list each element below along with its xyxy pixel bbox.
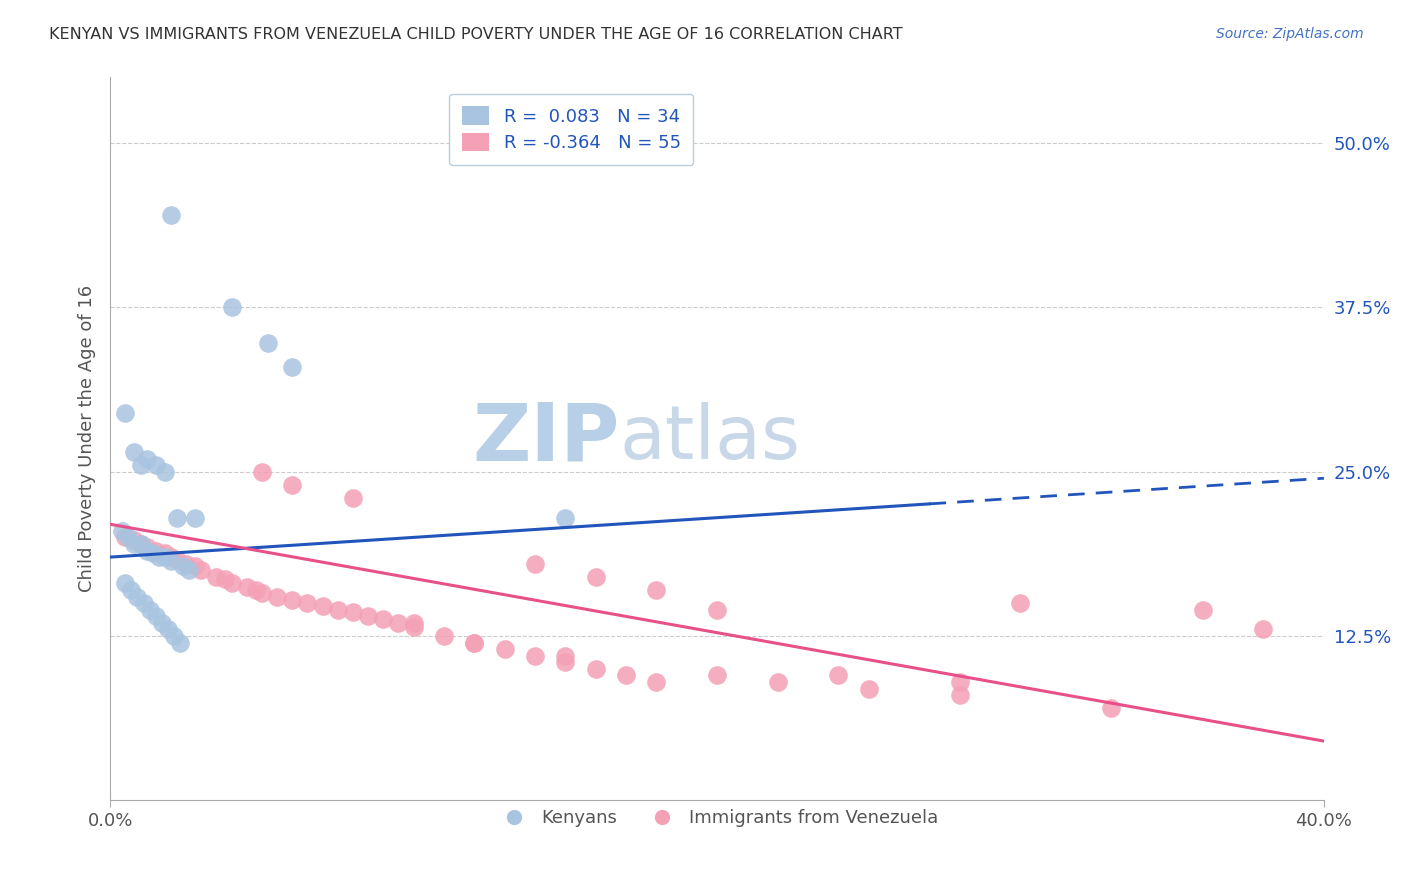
Point: [281, 478, 304, 492]
Point: [311, 599, 333, 613]
Point: [129, 537, 152, 551]
Point: [114, 576, 136, 591]
Point: [373, 612, 395, 626]
Point: [177, 563, 200, 577]
Point: [129, 458, 152, 472]
Point: [297, 596, 319, 610]
Point: [585, 662, 607, 676]
Point: [387, 615, 409, 630]
Point: [166, 510, 188, 524]
Point: [250, 585, 273, 599]
Point: [129, 537, 152, 551]
Point: [523, 557, 546, 571]
Point: [190, 563, 212, 577]
Point: [706, 602, 728, 616]
Point: [342, 605, 364, 619]
Point: [554, 648, 576, 663]
Point: [142, 546, 165, 560]
Point: [153, 546, 176, 560]
Point: [614, 668, 637, 682]
Point: [858, 681, 880, 696]
Point: [160, 550, 183, 565]
Point: [150, 615, 173, 630]
Point: [235, 580, 257, 594]
Point: [494, 642, 516, 657]
Point: [145, 543, 167, 558]
Point: [257, 335, 280, 350]
Point: [145, 609, 167, 624]
Point: [184, 510, 207, 524]
Point: [169, 635, 191, 649]
Point: [120, 582, 142, 597]
Point: [132, 596, 155, 610]
Point: [402, 620, 425, 634]
Point: [706, 668, 728, 682]
Point: [148, 550, 170, 565]
Point: [111, 524, 134, 538]
Point: [250, 465, 273, 479]
Point: [156, 623, 179, 637]
Point: [127, 590, 149, 604]
Point: [153, 550, 176, 565]
Point: [1251, 623, 1274, 637]
Point: [114, 530, 136, 544]
Point: [135, 543, 157, 558]
Point: [160, 554, 183, 568]
Point: [281, 359, 304, 374]
Point: [205, 570, 228, 584]
Point: [221, 576, 243, 591]
Text: ZIP: ZIP: [472, 400, 620, 478]
Point: [135, 540, 157, 554]
Point: [1191, 602, 1213, 616]
Point: [245, 582, 267, 597]
Point: [163, 629, 186, 643]
Point: [645, 675, 668, 690]
Point: [124, 537, 146, 551]
Point: [135, 451, 157, 466]
Point: [827, 668, 849, 682]
Point: [124, 445, 146, 459]
Point: [463, 635, 485, 649]
Point: [645, 582, 668, 597]
Point: [124, 533, 146, 547]
Point: [949, 688, 972, 702]
Legend: Kenyans, Immigrants from Venezuela: Kenyans, Immigrants from Venezuela: [488, 802, 945, 835]
Point: [117, 530, 139, 544]
Point: [114, 405, 136, 419]
Point: [766, 675, 789, 690]
Point: [138, 602, 160, 616]
Point: [402, 615, 425, 630]
Point: [357, 609, 380, 624]
Point: [266, 590, 288, 604]
Point: [554, 655, 576, 669]
Point: [172, 559, 194, 574]
Point: [160, 209, 183, 223]
Point: [523, 648, 546, 663]
Point: [214, 573, 236, 587]
Point: [463, 635, 485, 649]
Point: [342, 491, 364, 505]
Point: [145, 458, 167, 472]
Point: [554, 510, 576, 524]
Point: [949, 675, 972, 690]
Point: [184, 559, 207, 574]
Text: KENYAN VS IMMIGRANTS FROM VENEZUELA CHILD POVERTY UNDER THE AGE OF 16 CORRELATIO: KENYAN VS IMMIGRANTS FROM VENEZUELA CHIL…: [49, 27, 903, 42]
Point: [153, 465, 176, 479]
Point: [1101, 701, 1123, 715]
Point: [174, 557, 197, 571]
Text: Source: ZipAtlas.com: Source: ZipAtlas.com: [1216, 27, 1364, 41]
Point: [281, 593, 304, 607]
Text: atlas: atlas: [620, 402, 801, 475]
Point: [433, 629, 456, 643]
Y-axis label: Child Poverty Under the Age of 16: Child Poverty Under the Age of 16: [79, 285, 96, 592]
Point: [326, 602, 349, 616]
Point: [166, 552, 188, 566]
Point: [1010, 596, 1032, 610]
Point: [221, 301, 243, 315]
Point: [585, 570, 607, 584]
